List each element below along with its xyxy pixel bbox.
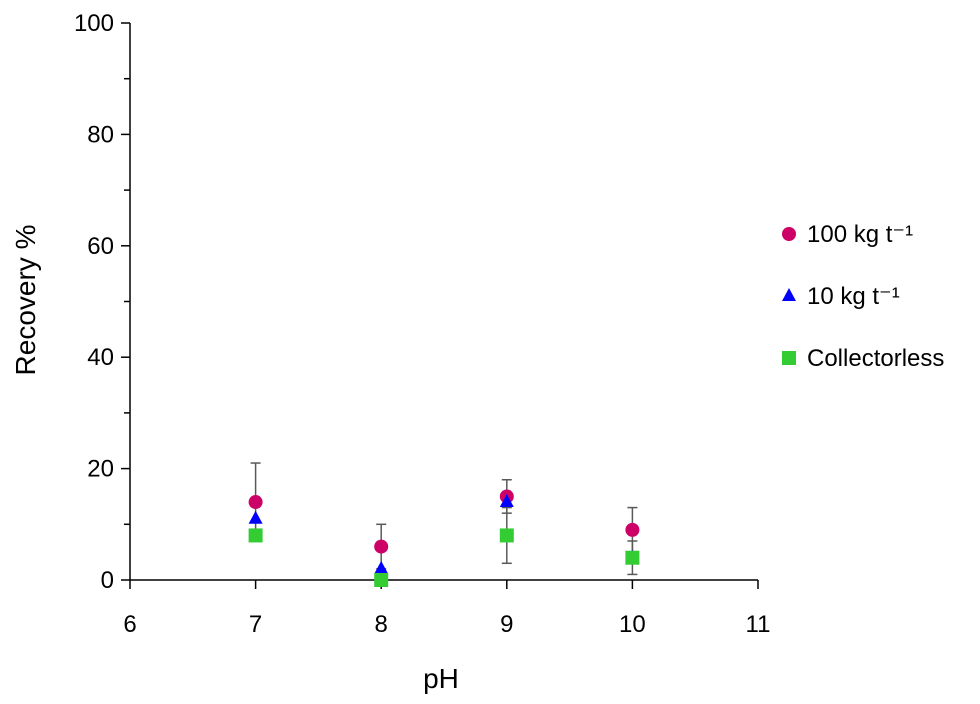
series-1-point	[625, 522, 640, 537]
y-tick-label: 20	[87, 456, 114, 483]
series-3-point	[625, 550, 640, 565]
legend: 100 kg t⁻¹ 10 kg t⁻¹ Collectorless	[782, 221, 944, 372]
y-tick-label: 60	[87, 233, 114, 260]
y-axis-title: Recovery %	[10, 225, 41, 376]
legend-entry: Collectorless	[782, 345, 944, 372]
legend-entry: 10 kg t⁻¹	[782, 283, 900, 310]
series-2-point	[499, 494, 514, 508]
x-tick-label: 10	[619, 611, 646, 638]
legend-label: 100 kg t⁻¹	[807, 221, 913, 248]
legend-marker	[782, 227, 796, 241]
x-axis-title: pH	[423, 663, 459, 694]
axes: 0 20 40 60 80 100 6 7 8 9 10 11	[74, 10, 771, 638]
x-tick-label: 11	[746, 611, 771, 638]
legend-entry: 100 kg t⁻¹	[782, 221, 913, 248]
legend-marker	[782, 288, 796, 301]
series-3-point	[374, 573, 389, 587]
error-bars	[250, 462, 638, 576]
y-tick-label: 0	[101, 567, 114, 594]
series-2-point	[374, 560, 389, 574]
series-3-point	[499, 528, 514, 543]
x-tick-label: 8	[375, 611, 388, 638]
y-tick-label: 80	[87, 121, 114, 148]
data-markers	[248, 489, 640, 587]
series-1-point	[374, 539, 389, 554]
y-tick-label: 100	[74, 10, 114, 37]
legend-label: 10 kg t⁻¹	[807, 283, 900, 310]
legend-label: Collectorless	[807, 345, 944, 372]
series-3-point	[248, 528, 263, 543]
x-tick-label: 7	[249, 611, 262, 638]
series-2-point	[248, 510, 263, 524]
x-tick-label: 6	[123, 611, 136, 638]
x-tick-label: 9	[500, 611, 513, 638]
legend-marker	[782, 351, 796, 365]
y-tick-label: 40	[87, 344, 114, 371]
series-1-point	[248, 495, 263, 510]
